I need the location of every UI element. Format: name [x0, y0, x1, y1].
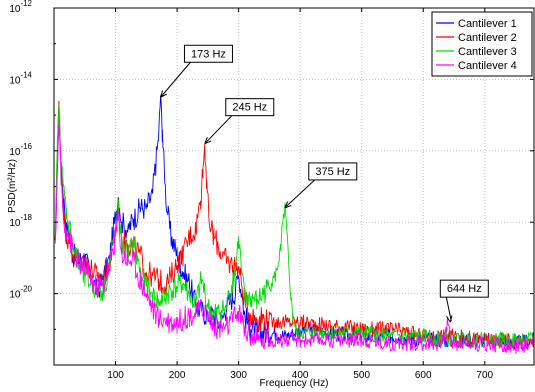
annotation-box	[225, 98, 275, 117]
x-tick-label: 300	[230, 370, 247, 381]
legend-label: Cantilever 2	[458, 32, 517, 44]
x-tick-label: 700	[476, 370, 493, 381]
annotation-arrowhead	[284, 201, 292, 209]
legend-label: Cantilever 1	[458, 18, 517, 30]
series-layer	[54, 95, 535, 354]
x-tick-label: 100	[107, 370, 124, 381]
annotation-label: 644 Hz	[447, 283, 482, 295]
annotation-arrow	[445, 297, 452, 322]
annotation-arrowhead	[446, 315, 453, 323]
annotation-arrow	[161, 61, 191, 97]
y-tick-label: 10-18	[9, 213, 32, 229]
annotation-arrow	[285, 179, 316, 208]
series-line-cantilever-4	[54, 122, 535, 354]
x-axis-label: Frequency (Hz)	[260, 378, 329, 389]
annotation-label: 173 Hz	[191, 48, 226, 60]
annotation-box	[439, 279, 489, 298]
y-tick-label: 10-12	[9, 0, 32, 15]
x-axis: 100 200 300 400 500 600 700	[107, 8, 494, 381]
y-tick-label: 10-14	[9, 70, 32, 86]
annotation-box	[308, 162, 358, 181]
x-tick-label: 500	[353, 370, 370, 381]
legend-label: Cantilever 3	[458, 46, 517, 58]
annotation-arrowhead	[159, 90, 167, 98]
peak-annotation: 173 Hz	[159, 44, 233, 98]
series-line-cantilever-3	[54, 104, 535, 350]
y-axis: 10-12 10-14 10-16 10-18 10-20	[9, 0, 534, 330]
annotation-box	[183, 44, 233, 63]
x-tick-label: 600	[415, 370, 432, 381]
y-axis-label: PSD(m²/Hz)	[7, 159, 18, 213]
x-tick-label: 400	[292, 370, 309, 381]
annotation-arrowhead	[204, 136, 212, 145]
peak-annotations: 173 Hz 245 Hz 375 Hz 644 Hz	[159, 44, 489, 323]
peak-annotation: 644 Hz	[439, 279, 489, 323]
y-tick-label: 10-16	[9, 142, 32, 158]
legend: Cantilever 1 Cantilever 2 Cantilever 3 Cant…	[431, 11, 533, 77]
annotation-label: 375 Hz	[315, 166, 350, 178]
legend-label: Cantilever 4	[458, 60, 517, 72]
y-tick-label: 10-20	[9, 285, 32, 301]
annotation-label: 245 Hz	[232, 102, 267, 114]
annotation-arrow	[205, 115, 233, 144]
peak-annotation: 375 Hz	[284, 162, 358, 209]
peak-annotation: 245 Hz	[204, 98, 275, 145]
x-tick-label: 200	[169, 370, 186, 381]
